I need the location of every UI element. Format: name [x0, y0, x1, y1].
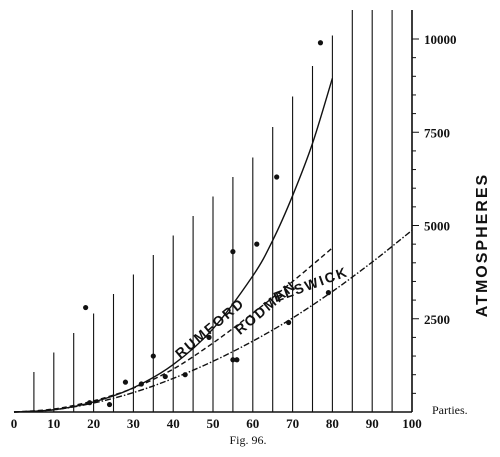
x-tick-label: 30	[127, 416, 140, 431]
data-point-rumford	[150, 353, 156, 359]
x-tick-label: 100	[402, 416, 422, 431]
y-tick-label: 5000	[424, 219, 450, 234]
x-tick-label: 90	[366, 416, 379, 431]
data-point-rumford	[230, 249, 236, 255]
data-point-elswick	[234, 357, 240, 363]
data-point-rumford	[274, 174, 280, 180]
data-point-rodman	[230, 357, 236, 363]
data-point-rodman	[162, 373, 168, 380]
data-point-rodman	[206, 334, 212, 340]
series-curves	[13, 77, 413, 413]
data-points	[83, 40, 332, 408]
x-tick-label: 10	[47, 416, 60, 431]
x-axis-unit-label: Parties.	[432, 403, 468, 417]
grid-lines	[33, 10, 413, 412]
x-tick-label: 70	[286, 416, 299, 431]
data-point-rodman	[87, 400, 93, 406]
y-axis-title: ATMOSPHERES	[474, 173, 491, 317]
x-tick-label: 20	[87, 416, 100, 431]
data-point-elswick	[138, 381, 144, 387]
data-point-rumford	[83, 304, 89, 311]
tick-labels: 0 10 20 30 40 50 60 70 80 90 10025005000750010000R…	[11, 32, 457, 431]
data-point-rumford	[317, 40, 324, 46]
series-curve-elswick	[13, 229, 413, 413]
data-point-elswick	[325, 290, 332, 296]
y-tick-label: 7500	[424, 125, 450, 140]
axes	[14, 10, 419, 413]
x-tick-label: 60	[246, 416, 259, 431]
y-tick-label: 2500	[424, 312, 450, 327]
data-point-rumford	[254, 241, 260, 247]
data-point-elswick	[182, 372, 188, 378]
series-curve-rodman	[13, 247, 333, 413]
y-tick-label: 10000	[424, 32, 457, 47]
x-tick-label: 80	[326, 416, 339, 431]
x-tick-label: 40	[167, 416, 180, 431]
data-point-elswick	[286, 319, 292, 326]
data-point-rodman	[122, 379, 129, 385]
data-point-elswick	[106, 401, 113, 408]
x-tick-label: 0	[11, 416, 18, 431]
figure-caption: Fig. 96.	[229, 433, 266, 447]
x-tick-label: 50	[207, 416, 220, 431]
